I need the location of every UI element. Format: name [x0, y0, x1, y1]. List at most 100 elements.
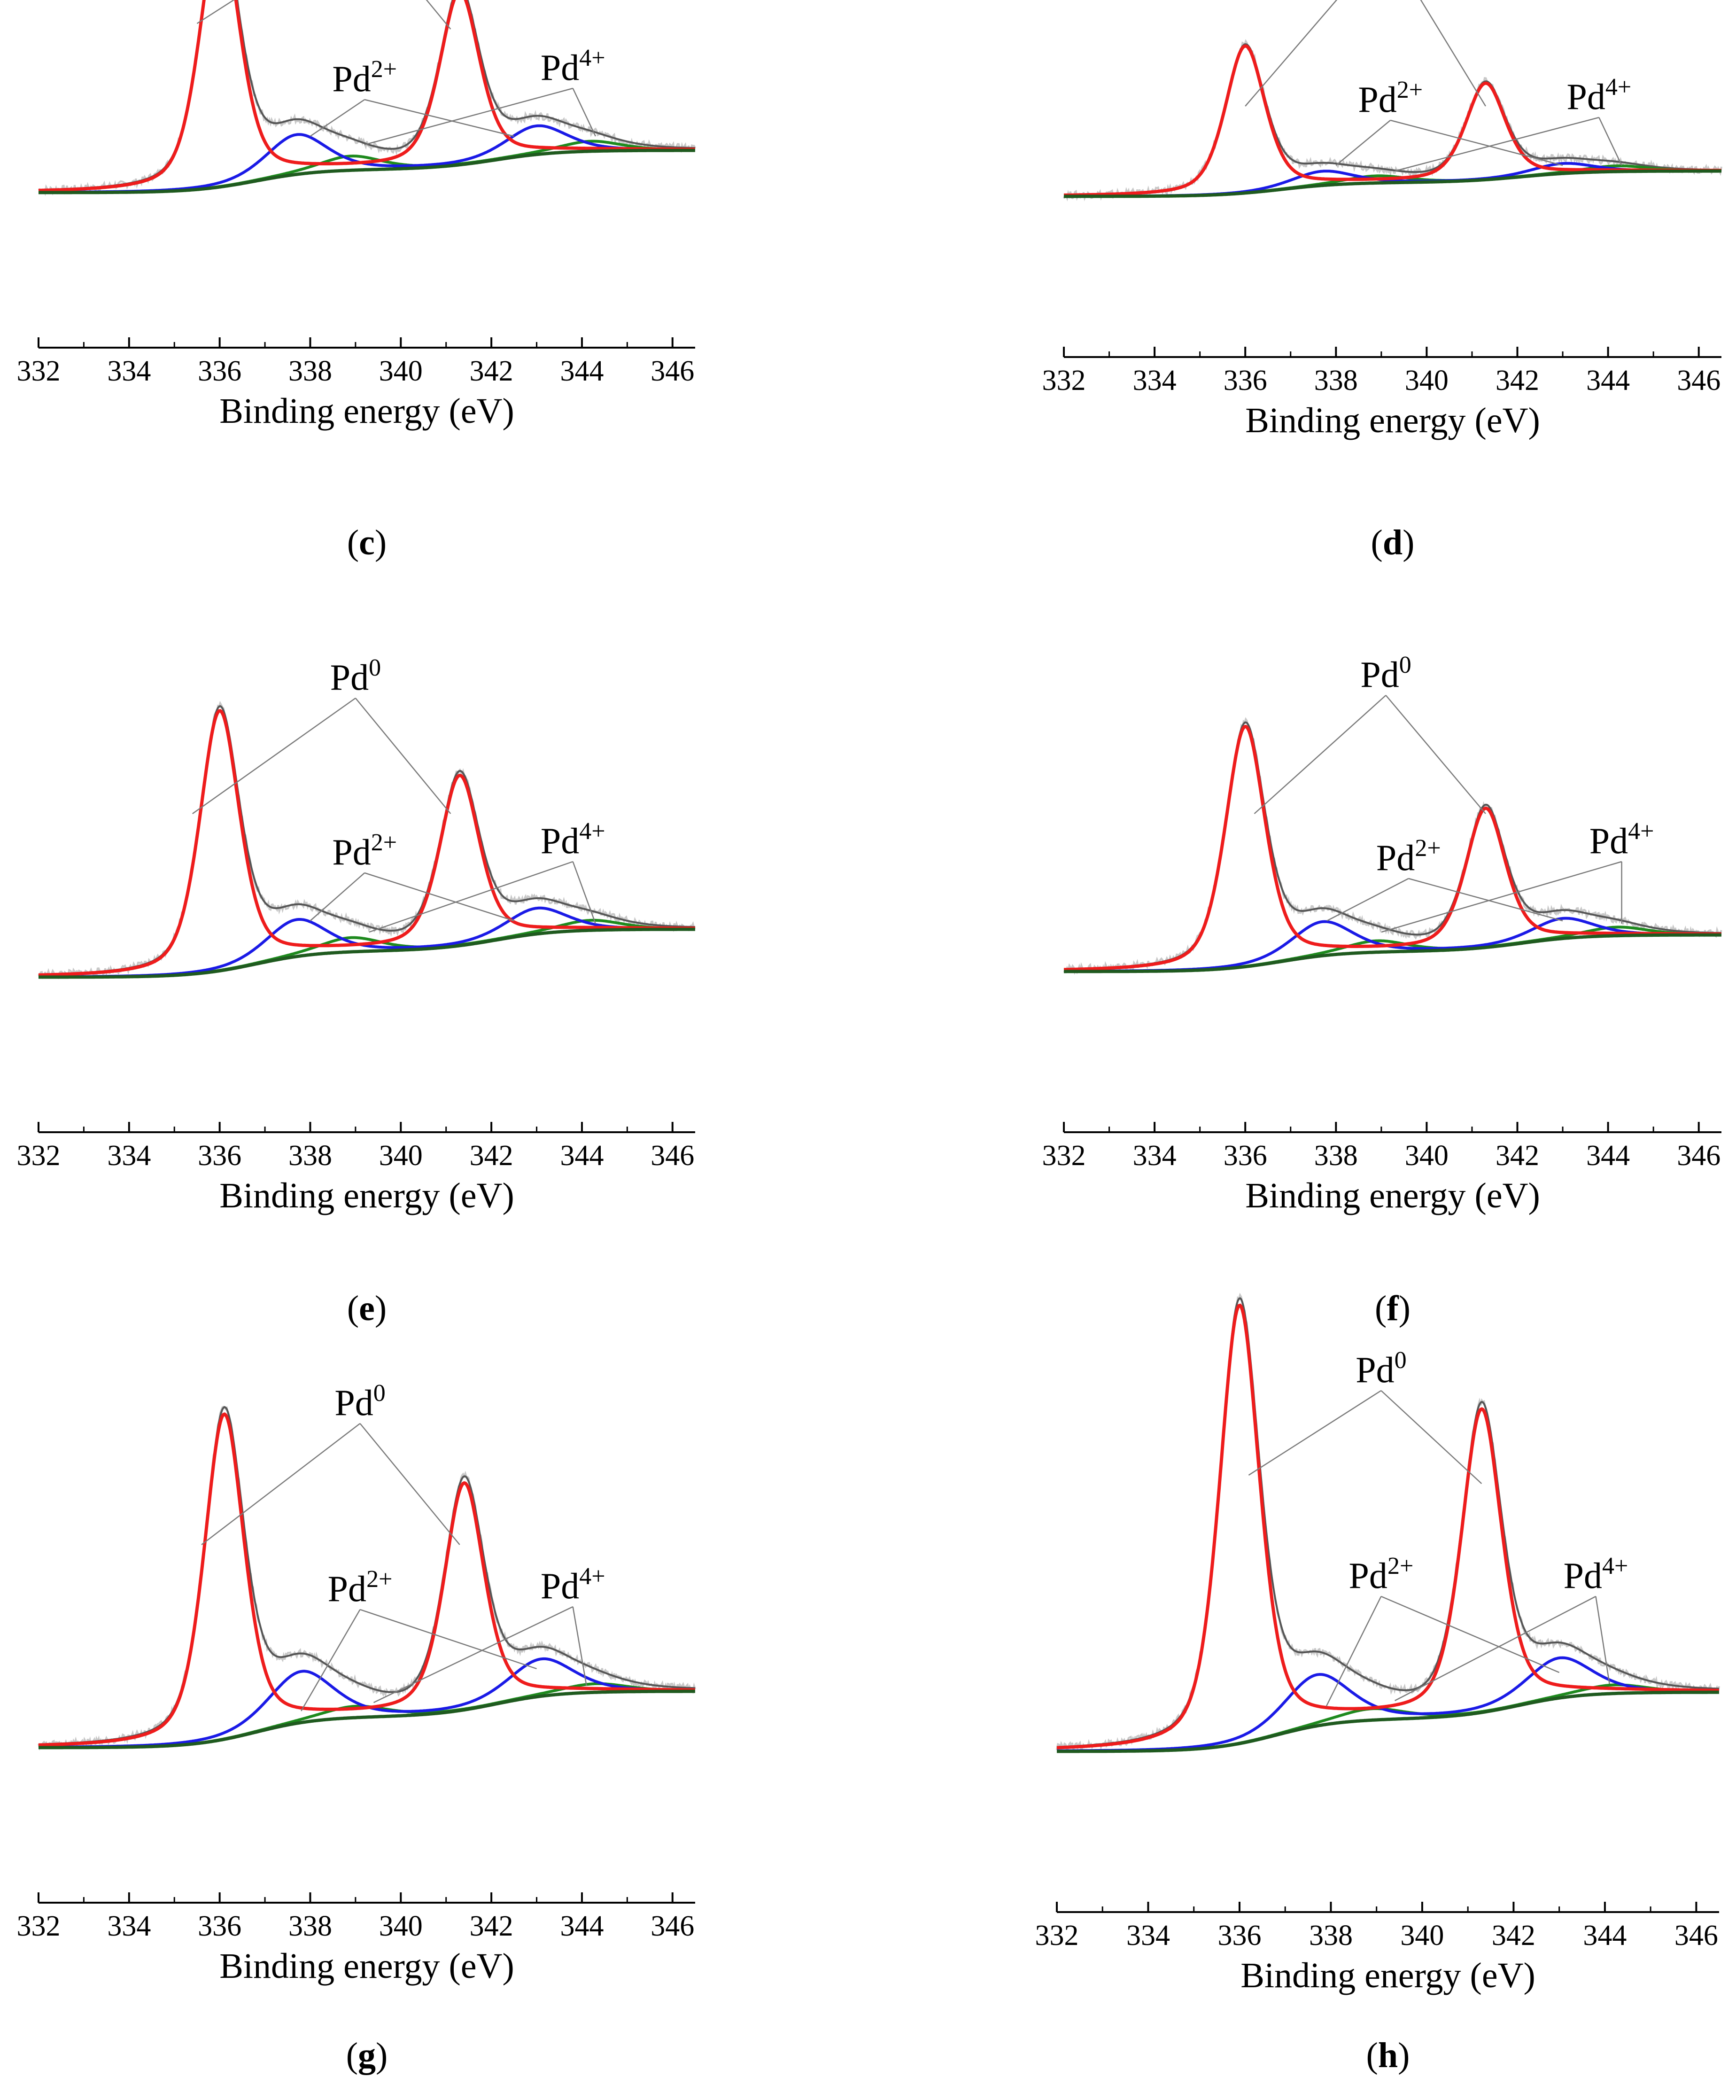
x-tick-label: 338 — [288, 355, 332, 387]
x-tick-label: 334 — [107, 1910, 151, 1942]
x-tick-label: 346 — [1677, 365, 1720, 397]
leader-line — [364, 872, 514, 922]
x-tick-label: 334 — [107, 355, 151, 387]
leader-line — [572, 1606, 587, 1686]
x-tick-label: 346 — [651, 355, 694, 387]
leader-line — [355, 698, 451, 814]
leader-line — [310, 99, 365, 137]
leader-line — [196, 0, 235, 24]
leader-line — [1395, 1595, 1596, 1702]
leader-line — [1408, 878, 1563, 922]
x-tick-label: 340 — [379, 1910, 423, 1942]
x-tick-label: 332 — [1042, 1140, 1086, 1172]
leader-line — [1325, 1596, 1382, 1707]
x-tick-label: 336 — [198, 1140, 241, 1172]
background-line — [1064, 933, 1721, 973]
pd0-component-line — [1064, 724, 1721, 972]
leader-line — [364, 99, 514, 137]
leader-line — [1380, 1390, 1482, 1484]
background-line — [39, 148, 695, 194]
leader-line — [360, 1609, 537, 1670]
leader-line — [1595, 1596, 1610, 1684]
leader-line — [1390, 119, 1563, 166]
background-line — [1064, 169, 1721, 198]
leader-line — [1598, 117, 1622, 166]
x-tick-label: 344 — [560, 355, 604, 387]
x-tick-label: 332 — [17, 355, 61, 387]
peak-label-pd4plus: Pd4+ — [541, 45, 605, 88]
leader-line — [1248, 1390, 1382, 1476]
peak-label-pd2plus: Pd2+ — [332, 56, 397, 99]
x-tick-label: 344 — [1583, 1920, 1627, 1952]
leader-line — [310, 872, 365, 921]
x-tick-label: 346 — [1677, 1140, 1720, 1172]
x-tick-label: 336 — [1224, 365, 1267, 397]
x-tick-label: 342 — [1492, 1920, 1535, 1952]
leader-line — [1326, 878, 1409, 922]
panel-c: 332 334 336 338 340 342 344 346 Binding energy (… — [17, 0, 696, 562]
x-axis-label: Binding energy (eV) — [1245, 1176, 1540, 1215]
x-tick-label: 346 — [651, 1140, 694, 1172]
raw-spectrum-line — [1063, 39, 1722, 202]
x-tick-label: 342 — [470, 1910, 513, 1942]
panel-label: (f) — [1375, 1289, 1410, 1328]
peak-label-pd2plus: Pd2+ — [1358, 77, 1423, 120]
peak-label-pd2plus: Pd2+ — [332, 829, 397, 872]
leader-line — [364, 87, 574, 146]
peak-label-pd4plus: Pd4+ — [1589, 818, 1654, 861]
x-tick-label: 340 — [379, 355, 423, 387]
peak-label-pd0: Pd0 — [330, 654, 381, 698]
pd0-component-line — [39, 709, 695, 977]
leader-line — [369, 861, 574, 933]
x-tick-label: 336 — [1224, 1140, 1267, 1172]
panel-label: (d) — [1371, 523, 1415, 562]
x-tick-label: 344 — [1586, 365, 1630, 397]
x-tick-label: 334 — [1133, 365, 1177, 397]
x-tick-label: 342 — [1496, 365, 1539, 397]
background-line — [39, 1689, 695, 1750]
x-tick-label: 336 — [198, 1910, 241, 1942]
panel-h: 332 334 336 338 340 342 344 346 Binding energy (… — [1035, 1292, 1720, 2075]
x-tick-label: 338 — [288, 1910, 332, 1942]
x-tick-label: 342 — [470, 1140, 513, 1172]
background-line — [1057, 1690, 1719, 1753]
x-tick-label: 342 — [1496, 1140, 1539, 1172]
leader-line — [201, 1423, 361, 1545]
leader-line — [1385, 695, 1486, 814]
x-tick-label: 332 — [17, 1140, 61, 1172]
leader-line — [572, 861, 597, 924]
x-tick-label: 346 — [1674, 1920, 1718, 1952]
panel-g: 332 334 336 338 340 342 344 346 Binding energy (… — [17, 1380, 696, 2075]
panel-d: 332 334 336 338 340 342 344 346 Binding energy (… — [1042, 0, 1722, 562]
x-tick-label: 344 — [1586, 1140, 1630, 1172]
x-tick-label: 338 — [1309, 1920, 1353, 1952]
x-axis-label: Binding energy (eV) — [1240, 1956, 1535, 1995]
leader-line — [1420, 0, 1486, 107]
leader-line — [359, 1423, 460, 1545]
x-tick-label: 334 — [107, 1140, 151, 1172]
raw-spectrum-line — [1063, 717, 1722, 975]
panel-f: 332 334 336 338 340 342 344 346 Binding energy (… — [1042, 652, 1722, 1328]
x-tick-label: 336 — [1217, 1920, 1261, 1952]
x-tick-label: 340 — [1405, 365, 1449, 397]
x-tick-label: 332 — [1042, 365, 1086, 397]
x-tick-label: 334 — [1126, 1920, 1170, 1952]
x-tick-label: 344 — [560, 1140, 604, 1172]
peak-label-pd0: Pd0 — [1360, 652, 1411, 695]
panel-label: (e) — [347, 1289, 387, 1328]
x-tick-label: 340 — [1405, 1140, 1449, 1172]
leader-line — [426, 0, 451, 30]
leader-line — [373, 1606, 574, 1703]
panel-label: (h) — [1366, 2036, 1410, 2075]
x-tick-label: 342 — [470, 355, 513, 387]
peak-label-pd4plus: Pd4+ — [1564, 1553, 1628, 1596]
x-tick-label: 338 — [1314, 1140, 1358, 1172]
x-axis-label: Binding energy (eV) — [219, 1176, 514, 1215]
background-line — [39, 927, 695, 979]
pd0-component-line — [1064, 44, 1721, 197]
x-tick-label: 346 — [651, 1910, 694, 1942]
peak-label-pd2plus: Pd2+ — [328, 1566, 393, 1609]
x-tick-label: 338 — [1314, 365, 1358, 397]
peak-label-pd4plus: Pd4+ — [1566, 74, 1631, 117]
